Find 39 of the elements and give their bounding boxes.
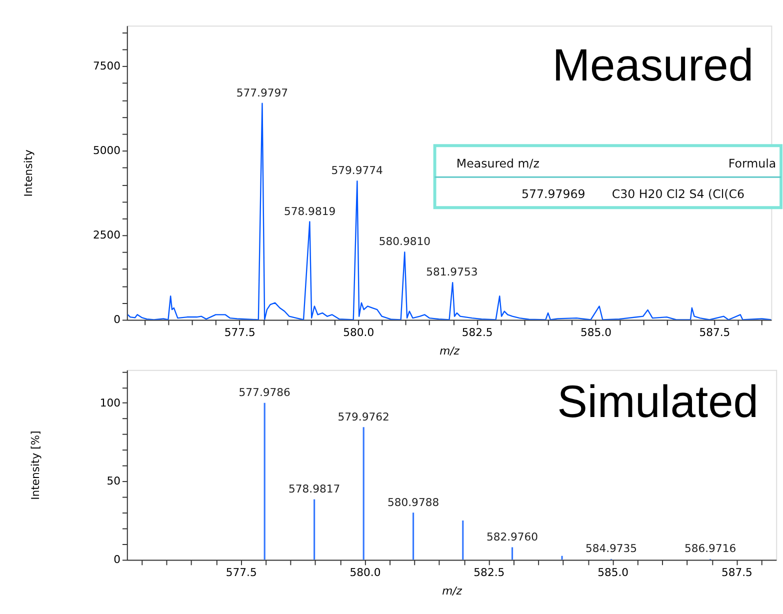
x-tick-label: 577.5 [226,566,257,579]
annotation: 580.9810 [378,235,431,248]
y-axis-title: Intensity [%] [28,430,42,500]
y-tick-label: 5000 [92,144,121,158]
y-tick-label: 100 [100,396,121,410]
x-axis-title: m/z [440,344,460,358]
annotation: 579.9762 [338,410,390,424]
annotation: 578.9817 [288,482,340,496]
x-tick-label: 585.0 [598,566,629,579]
annotation: 578.9819 [284,204,336,218]
y-tick-label: 7500 [92,60,121,73]
x-tick-label: 580.0 [343,326,374,339]
y-tick-label: 0 [114,553,121,566]
annotation: 584.9735 [585,542,638,556]
x-tick-label: 587.5 [699,326,730,339]
chart-title: Simulated [557,376,758,428]
annotation: 577.97969 [521,186,586,201]
x-tick-label: 582.5 [462,326,493,339]
annotation: 586.9716 [684,542,736,556]
x-tick-label: 580.0 [350,566,381,579]
x-tick-label: 585.0 [580,326,612,339]
x-axis-title: m/z [442,584,462,598]
annotation: 577.9797 [236,86,288,100]
y-tick-label: 2500 [92,228,121,242]
annotation: 581.9753 [426,266,478,279]
annotation: C30 H20 Cl2 S4 (Cl(C6 [612,186,744,201]
annotation: Measured m/z [456,156,540,170]
y-axis-title: Intensity [22,149,35,197]
x-tick-label: 587.5 [721,566,752,579]
chart-title: Measured [552,40,754,91]
annotation: 582.9760 [486,530,538,544]
y-tick-label: 0 [114,313,121,326]
x-tick-label: 577.5 [224,326,256,339]
annotation: 580.9788 [387,496,440,509]
x-tick-label: 582.5 [474,566,505,579]
y-tick-label: 50 [106,474,121,488]
annotation: 577.9786 [238,386,291,399]
annotation: 579.9774 [331,164,383,178]
annotation: Formula [728,156,776,170]
